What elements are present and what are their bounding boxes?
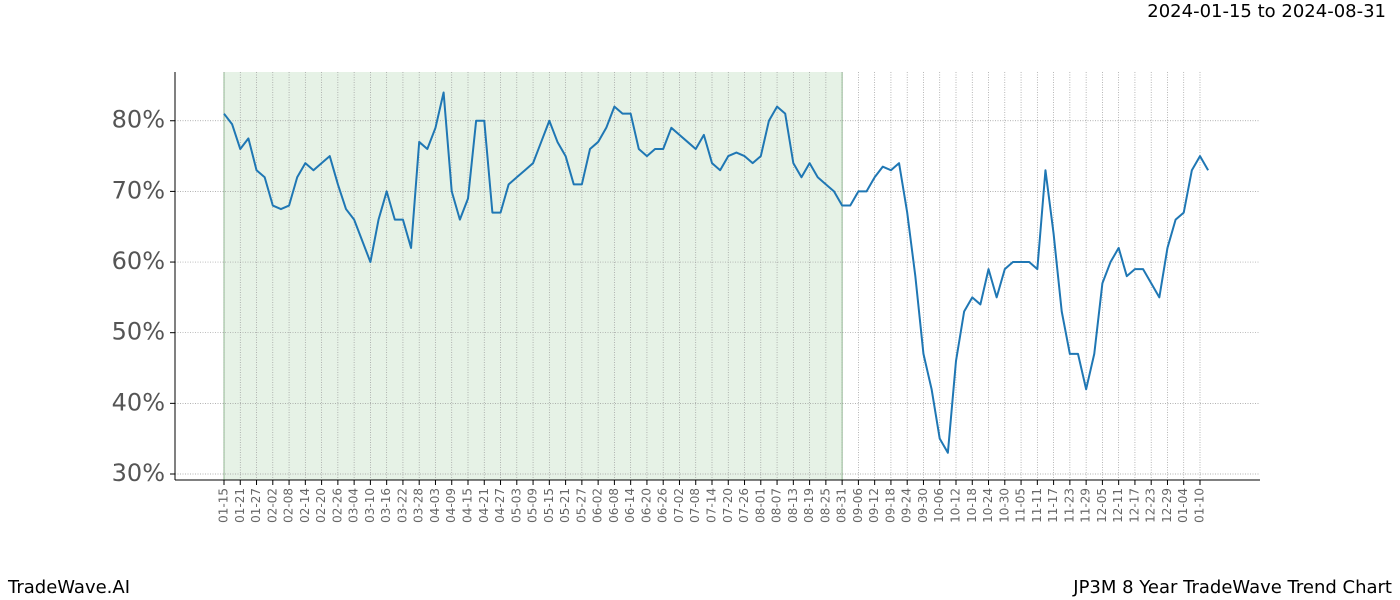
x-tick-label: 01-21 xyxy=(233,488,247,523)
y-tick-label: 40% xyxy=(112,388,165,416)
x-tick-label: 08-31 xyxy=(835,488,849,523)
x-tick-label: 06-02 xyxy=(591,488,605,523)
x-tick-label: 11-29 xyxy=(1079,488,1093,523)
x-tick-label: 05-09 xyxy=(526,488,540,523)
y-tick-label: 30% xyxy=(112,459,165,487)
x-tick-label: 01-10 xyxy=(1192,488,1206,523)
x-tick-label: 04-15 xyxy=(460,488,474,523)
x-tick-label: 12-29 xyxy=(1160,488,1174,523)
x-tick-label: 11-23 xyxy=(1062,488,1076,523)
x-tick-label: 03-28 xyxy=(412,488,426,523)
x-tick-label: 09-12 xyxy=(867,488,881,523)
x-tick-label: 10-06 xyxy=(932,488,946,523)
x-tick-label: 10-24 xyxy=(981,488,995,523)
x-tick-label: 06-20 xyxy=(639,488,653,523)
footer-title: JP3M 8 Year TradeWave Trend Chart xyxy=(1072,577,1392,598)
highlight-region xyxy=(224,72,843,480)
x-tick-label: 12-23 xyxy=(1144,488,1158,523)
x-tick-label: 05-27 xyxy=(574,488,588,523)
x-tick-label: 03-22 xyxy=(395,488,409,523)
x-tick-label: 12-05 xyxy=(1095,488,1109,523)
y-tick-label: 50% xyxy=(112,318,165,346)
x-tick-label: 02-20 xyxy=(314,488,328,523)
x-tick-label: 12-11 xyxy=(1111,488,1125,523)
x-tick-label: 07-26 xyxy=(737,488,751,523)
x-tick-label: 08-13 xyxy=(786,488,800,523)
x-tick-label: 09-06 xyxy=(851,488,865,523)
x-tick-label: 08-19 xyxy=(802,488,816,523)
x-tick-label: 04-03 xyxy=(428,488,442,523)
trend-line xyxy=(223,91,1209,454)
x-tick-label: 07-02 xyxy=(672,488,686,523)
x-tick-label: 06-26 xyxy=(656,488,670,523)
x-tick-label: 11-17 xyxy=(1046,488,1060,523)
y-tick-label: 80% xyxy=(112,106,165,134)
x-tick-label: 01-04 xyxy=(1176,488,1190,523)
date-range: 2024-01-15 to 2024-08-31 xyxy=(1147,1,1386,22)
x-tick-label: 03-04 xyxy=(347,488,361,523)
x-tick-label: 09-30 xyxy=(916,488,930,523)
x-tick-label: 11-05 xyxy=(1014,488,1028,523)
x-tick-label: 07-14 xyxy=(704,488,718,523)
x-tick-label: 07-20 xyxy=(721,488,735,523)
x-tick-label: 01-15 xyxy=(217,488,231,523)
x-tick-label: 09-24 xyxy=(900,488,914,523)
x-tick-label: 10-12 xyxy=(948,488,962,523)
x-tick-label: 03-16 xyxy=(379,488,393,523)
x-tick-label: 11-11 xyxy=(1030,488,1044,523)
x-tick-label: 03-10 xyxy=(363,488,377,523)
x-tick-label: 04-27 xyxy=(493,488,507,523)
x-tick-label: 02-14 xyxy=(298,488,312,523)
x-tick-label: 06-08 xyxy=(607,488,621,523)
x-tick-label: 05-03 xyxy=(509,488,523,523)
x-tick-label: 10-30 xyxy=(997,488,1011,523)
x-tick-label: 12-17 xyxy=(1127,488,1141,523)
x-tick-label: 07-08 xyxy=(688,488,702,523)
x-tick-label: 04-21 xyxy=(477,488,491,523)
x-tick-label: 04-09 xyxy=(444,488,458,523)
x-tick-label: 02-26 xyxy=(330,488,344,523)
y-tick-label: 60% xyxy=(112,247,165,275)
x-tick-label: 10-18 xyxy=(965,488,979,523)
x-tick-label: 05-21 xyxy=(558,488,572,523)
x-tick-label: 08-01 xyxy=(753,488,767,523)
x-tick-label: 06-14 xyxy=(623,488,637,523)
x-tick-label: 08-07 xyxy=(770,488,784,523)
x-tick-label: 01-27 xyxy=(249,488,263,523)
x-tick-label: 05-15 xyxy=(542,488,556,523)
brand: TradeWave.AI xyxy=(7,577,130,598)
x-tick-label: 09-18 xyxy=(883,488,897,523)
x-tick-label: 02-08 xyxy=(282,488,296,523)
x-tick-label: 02-02 xyxy=(265,488,279,523)
y-tick-label: 70% xyxy=(112,176,165,204)
x-tick-label: 08-25 xyxy=(818,488,832,523)
